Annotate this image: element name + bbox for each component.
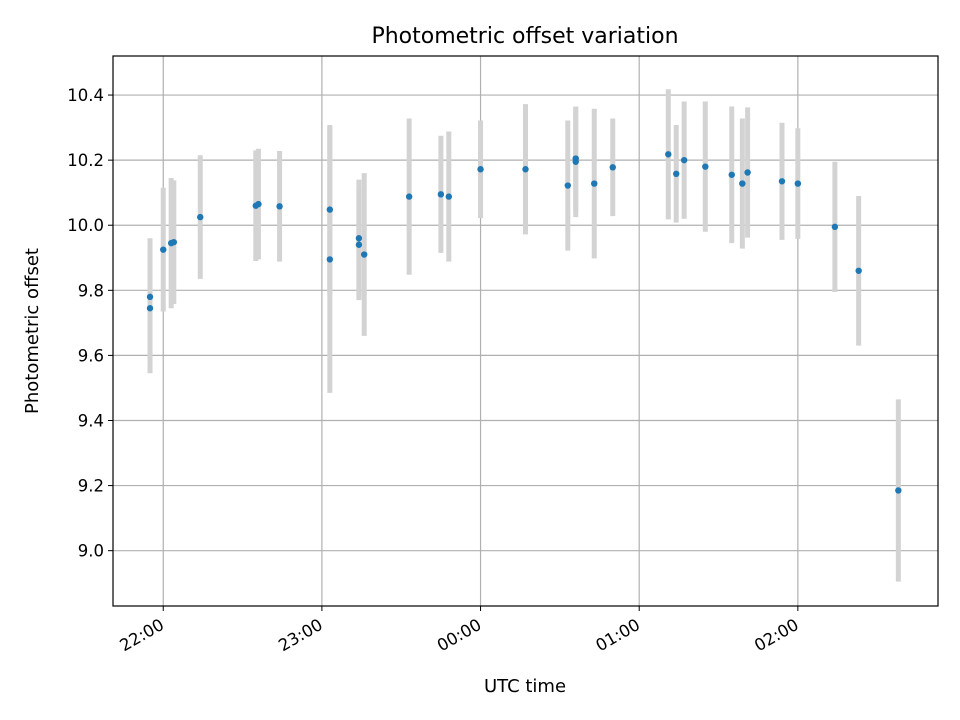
data-point: [855, 267, 862, 274]
x-tick-label: 00:00: [434, 615, 485, 655]
data-point: [609, 164, 616, 171]
data-point: [445, 193, 453, 200]
data-point: [739, 180, 746, 187]
data-point: [146, 305, 154, 312]
y-axis-ticks: 9.0 9.2 9.4 9.6 9.8 10.0 10.2 10.4: [67, 86, 113, 561]
y-tick-label: 9.8: [78, 281, 104, 300]
data-point: [522, 166, 529, 173]
data-point: [255, 200, 262, 208]
data-point: [361, 251, 368, 258]
data-point: [831, 223, 839, 231]
data-point: [160, 246, 167, 253]
data-point: [564, 182, 572, 189]
plot-frame: [112, 55, 939, 607]
data-point: [778, 178, 786, 185]
y-tick-label: 9.4: [78, 411, 104, 430]
data-point: [477, 166, 484, 173]
data-point: [355, 241, 363, 248]
plot-border: [112, 55, 939, 607]
data-point: [665, 151, 672, 158]
data-point: [437, 191, 445, 198]
data-point: [673, 170, 680, 178]
data-point: [355, 235, 363, 242]
data-point: [680, 156, 688, 164]
y-tick-label: 9.6: [78, 346, 104, 365]
y-axis-label: Photometric offset: [22, 248, 43, 414]
data-point: [895, 487, 902, 494]
data-points: [146, 151, 902, 494]
data-point: [794, 180, 802, 187]
data-point: [728, 171, 735, 178]
y-tick-label: 10.0: [67, 216, 104, 235]
x-tick-label: 22:00: [117, 615, 168, 655]
data-point: [146, 293, 154, 301]
data-point: [591, 180, 598, 187]
y-tick-label: 9.0: [78, 542, 104, 561]
x-tick-label: 01:00: [593, 615, 644, 655]
data-point: [197, 213, 204, 221]
y-tick-label: 9.2: [78, 477, 104, 496]
data-point: [405, 193, 413, 200]
chart-title: Photometric offset variation: [371, 24, 678, 49]
data-point: [744, 169, 751, 176]
data-point: [276, 203, 283, 210]
data-point: [326, 256, 334, 263]
x-axis-label: UTC time: [484, 676, 566, 697]
data-point: [702, 163, 709, 170]
data-point: [572, 158, 579, 165]
x-tick-label: 02:00: [751, 615, 802, 655]
y-tick-label: 10.4: [67, 86, 104, 105]
x-tick-label: 23:00: [275, 615, 326, 655]
x-axis-ticks: 22:00 23:00 00:00 01:00 02:00: [117, 606, 802, 655]
data-point: [326, 206, 334, 213]
y-tick-label: 10.2: [67, 151, 104, 170]
data-point: [170, 238, 178, 246]
